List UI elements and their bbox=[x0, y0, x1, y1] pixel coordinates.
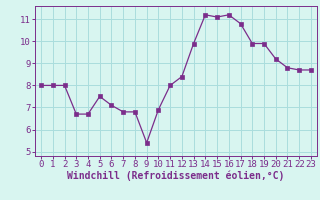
X-axis label: Windchill (Refroidissement éolien,°C): Windchill (Refroidissement éolien,°C) bbox=[67, 171, 285, 181]
